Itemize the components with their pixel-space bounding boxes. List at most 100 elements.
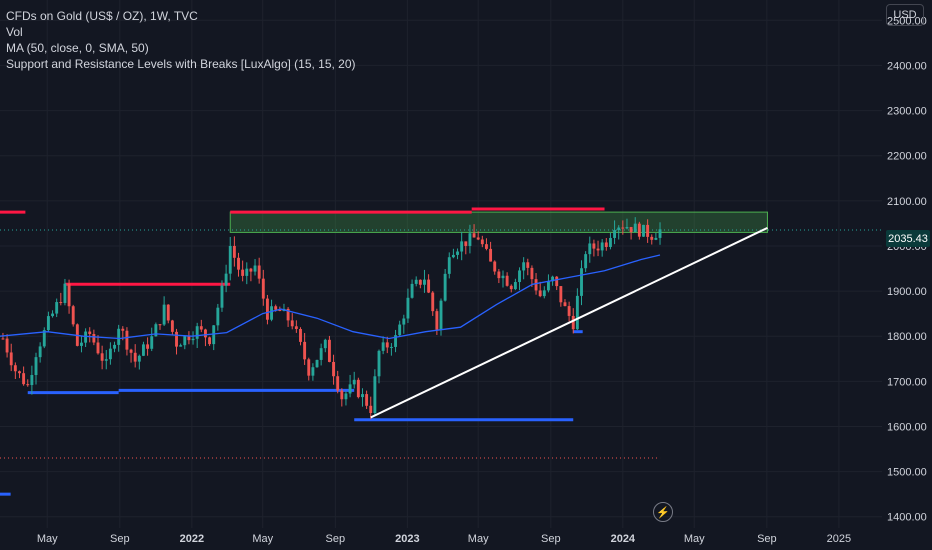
trendline: [370, 226, 768, 419]
candle-body: [63, 283, 67, 303]
y-tick-label: 1800.00: [887, 331, 927, 343]
candle-body: [299, 328, 302, 342]
y-tick-label: 2100.00: [887, 196, 927, 208]
x-tick-label: 2024: [611, 533, 636, 545]
candle-body: [245, 268, 249, 276]
candle-body: [604, 242, 608, 247]
candle-body: [361, 394, 364, 398]
candle-body: [650, 236, 654, 240]
candle-body: [373, 376, 377, 414]
candle-body: [257, 265, 261, 279]
y-tick-label: 2500.00: [887, 15, 927, 27]
candle-body: [278, 309, 282, 312]
candle-body: [431, 292, 435, 312]
candle-body: [216, 307, 220, 326]
candle-body: [154, 324, 158, 337]
candle-body: [67, 283, 71, 307]
candle-body: [542, 290, 546, 297]
candle-body: [38, 346, 42, 358]
candle-body: [613, 230, 617, 238]
candle-body: [100, 353, 104, 361]
candle-body: [385, 342, 389, 348]
candle-body: [166, 304, 170, 321]
candle-body: [195, 326, 199, 339]
candle-body: [497, 271, 501, 279]
candle-body: [410, 283, 414, 298]
candle-body: [59, 302, 63, 304]
grid-lines: [0, 0, 882, 528]
x-tick-label: 2025: [827, 533, 851, 545]
x-tick-label: 2022: [180, 533, 204, 545]
sr-levels: [0, 207, 882, 496]
candle-body: [336, 376, 340, 391]
flash-icon[interactable]: ⚡: [653, 502, 673, 522]
candle-body: [261, 278, 265, 299]
currency-button[interactable]: USD: [886, 4, 924, 26]
candle-body: [509, 285, 513, 290]
x-tick-label: May: [684, 533, 705, 545]
candle-body: [232, 245, 236, 258]
moving-average-line: [0, 254, 661, 340]
legend-support-resistance[interactable]: Support and Resistance Levels with Break…: [6, 57, 356, 71]
candle-body: [592, 243, 596, 249]
candle-body: [642, 224, 645, 237]
candle-body: [137, 355, 141, 362]
candle-body: [513, 282, 517, 290]
candle-body: [608, 237, 612, 247]
candle-body: [30, 375, 34, 386]
candle-body: [84, 331, 88, 343]
candle-body: [414, 279, 418, 284]
chart-legend: CFDs on Gold (US$ / OZ), 1W, TVC Vol MA …: [6, 8, 356, 72]
candle-body: [588, 243, 592, 255]
candle-body: [394, 335, 397, 347]
candle-body: [92, 334, 96, 343]
candle-body: [633, 223, 637, 233]
sr-zone: [229, 211, 768, 233]
candle-body: [617, 227, 621, 231]
candle-body: [575, 295, 579, 330]
candle-body: [658, 229, 662, 238]
candle-body: [220, 285, 224, 308]
legend-volume[interactable]: Vol: [6, 25, 23, 39]
candle-body: [418, 279, 422, 285]
candle-body: [315, 359, 319, 368]
candle-body: [555, 276, 559, 287]
candle-body: [113, 344, 116, 349]
trendline-segment: [370, 226, 768, 419]
candle-body: [571, 315, 575, 330]
candle-body: [327, 339, 331, 362]
candle-body: [356, 379, 360, 398]
candle-body: [228, 245, 232, 274]
candle-body: [5, 338, 9, 353]
candle-body: [534, 279, 538, 291]
candle-body: [447, 257, 451, 274]
candle-body: [476, 237, 480, 240]
candle-body: [398, 324, 402, 336]
time-axis: May Sep 2022 May Sep 2023 May Sep 2024 May Sep 2025: [37, 533, 851, 545]
candle-body: [294, 326, 298, 329]
candle-body: [183, 335, 187, 346]
x-tick-label: Sep: [541, 533, 561, 545]
candle-body: [104, 359, 108, 361]
legend-moving-average[interactable]: MA (50, close, 0, SMA, 50): [6, 41, 149, 55]
candle-body: [435, 311, 439, 330]
candle-body: [187, 335, 191, 341]
candle-body: [307, 359, 311, 376]
candle-body: [427, 279, 431, 293]
candle-body: [286, 308, 290, 321]
candle-body: [625, 227, 629, 229]
candle-body: [584, 254, 588, 269]
x-tick-label: Sep: [757, 533, 777, 545]
candle-body: [580, 268, 583, 296]
candle-body: [538, 290, 542, 297]
candle-body: [175, 331, 178, 347]
candle-body: [150, 336, 154, 349]
candle-body: [551, 276, 555, 282]
legend-symbol-title[interactable]: CFDs on Gold (US$ / OZ), 1W, TVC: [6, 9, 198, 23]
candle-body: [158, 324, 162, 326]
candle-body: [518, 270, 521, 283]
candlestick-series: [1, 217, 662, 420]
candle-body: [71, 306, 75, 325]
candle-body: [22, 373, 26, 385]
